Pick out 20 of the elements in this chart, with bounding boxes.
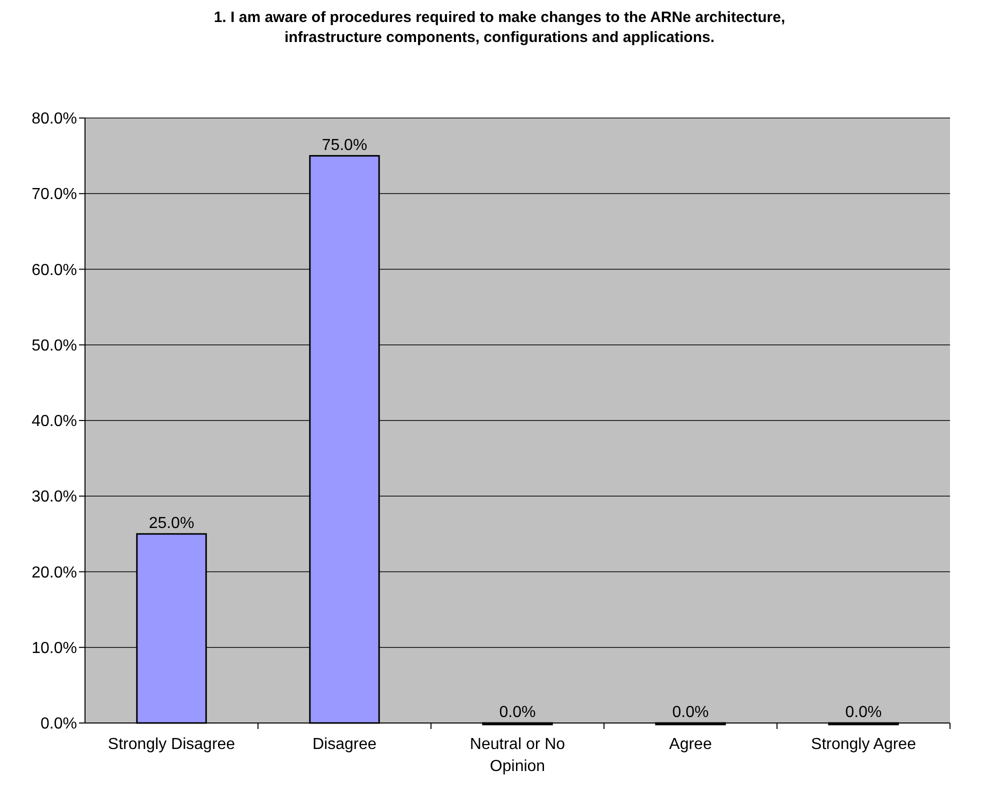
data-label: 75.0% (322, 136, 368, 154)
y-tick-label: 20.0% (32, 564, 77, 582)
x-tick-label: Agree (669, 736, 712, 753)
data-label: 0.0% (672, 704, 709, 721)
data-label: 0.0% (499, 704, 536, 721)
y-tick-label: 30.0% (32, 488, 77, 506)
x-tick-label: Strongly Agree (811, 736, 916, 753)
data-label: 0.0% (845, 704, 882, 721)
data-label: 25.0% (148, 514, 194, 532)
x-tick-label: Neutral or No Opinion (470, 736, 566, 775)
y-tick-label: 60.0% (32, 262, 77, 279)
y-tick-label: 80.0% (32, 110, 77, 128)
y-tick-label: 40.0% (32, 413, 77, 430)
y-tick-label: 0.0% (40, 716, 77, 733)
x-tick-label: Disagree (312, 736, 377, 753)
chart-title: 1. I am aware of procedures required to make changes to the ARNe architecture, infrastructure components, configurations and applications. (214, 9, 786, 46)
y-tick-label: 10.0% (32, 640, 77, 657)
x-tick-label: Strongly Disagree (108, 736, 236, 753)
y-tick-label: 70.0% (32, 186, 77, 204)
y-tick-label: 50.0% (32, 337, 77, 354)
